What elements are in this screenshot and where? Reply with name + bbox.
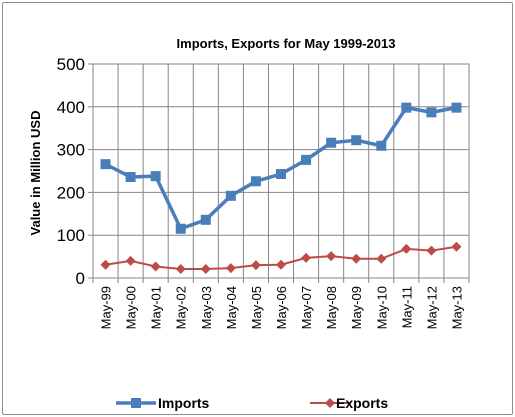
imports-point <box>150 171 161 182</box>
exports-point <box>175 264 186 275</box>
legend-swatch-marker <box>131 398 141 408</box>
imports-point <box>276 168 286 179</box>
imports-point <box>326 137 337 148</box>
exports-point <box>225 263 236 274</box>
imports-point <box>250 176 261 187</box>
y-tick-label: 300 <box>57 141 85 160</box>
legend-label: Imports <box>158 395 210 411</box>
imports-point <box>376 140 387 151</box>
x-tick-label: May-06 <box>274 286 289 329</box>
exports-point <box>150 261 161 272</box>
x-tick-label: May-03 <box>199 286 214 329</box>
imports-point <box>225 190 236 201</box>
x-tick-label: May-04 <box>224 286 239 329</box>
y-tick-label: 0 <box>76 269 85 288</box>
y-axis-label: Value in Million USD <box>28 111 43 236</box>
exports-point <box>125 255 136 266</box>
x-tick-label: May-08 <box>324 286 339 329</box>
x-tick-label: May-13 <box>449 286 464 329</box>
imports-point <box>426 107 437 118</box>
y-tick-label: 100 <box>57 226 85 245</box>
x-tick-label: May-10 <box>374 286 389 329</box>
imports-point <box>200 214 211 225</box>
imports-point <box>100 159 111 170</box>
exports-point <box>301 252 312 263</box>
x-tick-label: May-00 <box>124 286 139 329</box>
y-tick-label: 400 <box>57 98 85 117</box>
x-tick-label: May-07 <box>299 286 314 329</box>
imports-point <box>301 154 312 165</box>
imports-point <box>125 171 136 182</box>
x-tick-label: May-02 <box>174 286 189 329</box>
legend-swatch-marker <box>325 398 335 408</box>
legend-item-imports: Imports <box>116 395 210 411</box>
gridlines <box>92 63 470 279</box>
line-chart: Imports, Exports for May 1999-2013 Value… <box>28 36 470 411</box>
legend-item-exports: Exports <box>310 395 388 411</box>
x-tick-label: May-11 <box>399 286 414 328</box>
x-tick-label: May-12 <box>424 286 439 329</box>
x-tick-label: May-99 <box>99 286 114 329</box>
exports-point <box>401 243 412 254</box>
series <box>100 102 462 275</box>
imports-point <box>351 135 362 146</box>
x-tick-label: May-01 <box>149 286 164 329</box>
exports-point <box>200 264 211 275</box>
x-tick-label: May-05 <box>249 286 264 329</box>
x-tick-label: May-09 <box>349 286 364 329</box>
exports-point <box>426 245 437 256</box>
axes: 0 100 200 300 400 500 May-99 May-00 May-01 May-02… <box>57 55 470 329</box>
imports-series <box>100 102 462 234</box>
exports-point <box>451 241 462 252</box>
imports-point <box>401 102 412 113</box>
exports-point <box>326 251 337 262</box>
imports-point <box>175 223 186 234</box>
legend: Imports Exports <box>116 395 388 411</box>
exports-point <box>276 259 286 270</box>
y-tick-label: 500 <box>57 55 85 74</box>
y-tick-label: 200 <box>57 183 85 202</box>
chart-title: Imports, Exports for May 1999-2013 <box>177 36 396 51</box>
legend-label: Exports <box>336 395 388 411</box>
exports-point <box>100 259 111 270</box>
imports-point <box>451 102 462 113</box>
exports-point <box>250 260 261 271</box>
